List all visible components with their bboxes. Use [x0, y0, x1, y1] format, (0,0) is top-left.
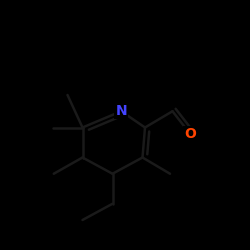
Text: O: O: [184, 127, 196, 141]
Text: N: N: [116, 104, 127, 118]
